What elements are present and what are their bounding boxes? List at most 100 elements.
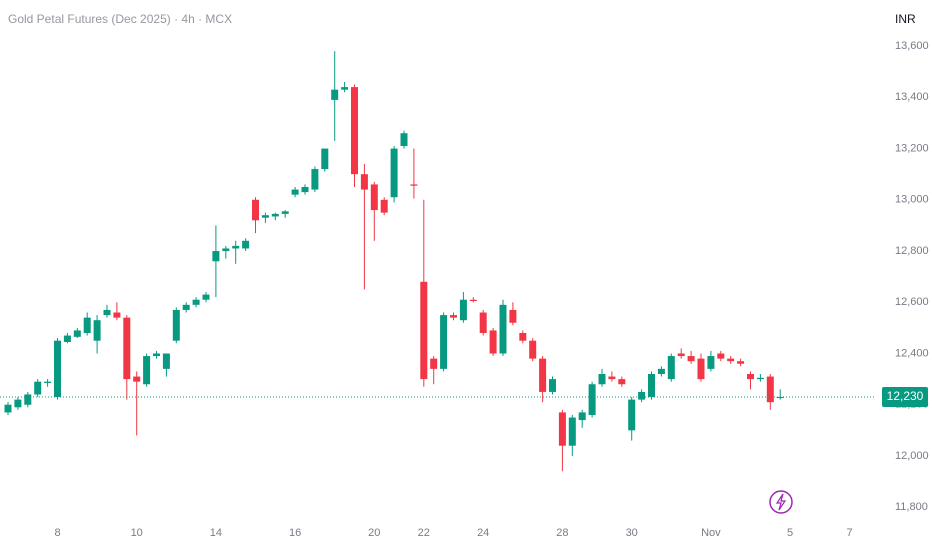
candle-body	[103, 309, 111, 316]
candle-body	[648, 373, 655, 398]
candle-body	[697, 358, 705, 380]
candle-body	[539, 358, 547, 392]
candle-body	[687, 356, 695, 362]
candle-body	[509, 309, 517, 323]
candle-body	[54, 340, 61, 398]
x-tick-label: 7	[846, 527, 852, 539]
y-tick-label: 12,600	[895, 296, 929, 308]
candle-body	[410, 184, 418, 186]
candle-body	[143, 356, 151, 385]
candle-body	[83, 317, 91, 334]
candle-body	[93, 320, 101, 341]
candle-body	[182, 304, 190, 310]
candle-body	[281, 211, 289, 214]
candle-body	[747, 373, 754, 380]
candle-body	[638, 391, 646, 400]
candle-body	[301, 186, 309, 193]
candle-body	[756, 377, 764, 380]
candle-body	[667, 356, 675, 380]
candle-body	[618, 379, 626, 385]
candle-body	[222, 248, 230, 252]
candle-body	[727, 358, 735, 362]
candle-body	[242, 240, 250, 249]
y-tick-label: 12,000	[895, 450, 929, 462]
candle-body	[24, 394, 32, 405]
lightning-icon[interactable]	[769, 490, 793, 514]
candle-body	[63, 335, 71, 342]
candle-body	[252, 199, 259, 221]
candle-body	[113, 312, 121, 318]
candle-body	[192, 299, 200, 305]
candle-body	[44, 381, 52, 383]
y-tick-label: 11,800	[895, 501, 928, 513]
candle-body	[479, 312, 487, 334]
x-tick-label: 28	[556, 527, 568, 539]
price-label: 12,230	[887, 389, 924, 403]
candle-body	[578, 412, 586, 421]
x-tick-label: 20	[368, 527, 380, 539]
candle-body	[291, 189, 299, 195]
candle-body	[261, 215, 269, 218]
y-tick-label: 12,400	[895, 347, 929, 359]
candle-body	[420, 281, 428, 380]
candle-body	[489, 330, 497, 354]
candle-body	[766, 376, 774, 403]
candle-body	[717, 353, 725, 359]
candle-body	[519, 333, 527, 341]
x-tick-label: 24	[477, 527, 489, 539]
candle-body	[331, 89, 339, 100]
candle-body	[657, 368, 665, 374]
candle-body	[34, 381, 42, 395]
x-tick-label: 5	[787, 527, 793, 539]
x-tick-label: 8	[54, 527, 60, 539]
candle-body	[707, 356, 715, 369]
candle-body	[558, 412, 566, 446]
candle-body	[321, 148, 329, 170]
candle-body	[440, 315, 448, 369]
candle-body	[430, 358, 438, 369]
candle-body	[628, 399, 636, 431]
candle-body	[459, 299, 467, 321]
candle-body	[360, 174, 368, 190]
candle-body	[341, 87, 349, 90]
candle-body	[737, 361, 745, 364]
candle-body	[529, 340, 537, 359]
candle-body	[271, 213, 279, 217]
candle-body	[4, 404, 12, 413]
candle-body	[450, 315, 457, 318]
x-tick-label: 22	[418, 527, 430, 539]
candle-body	[588, 384, 596, 415]
candle-body	[162, 353, 170, 369]
candle-body	[123, 317, 131, 380]
candle-body	[677, 353, 685, 357]
candle-body	[172, 309, 180, 341]
candle-body	[232, 245, 240, 249]
x-tick-label: Nov	[701, 527, 721, 539]
candle-body	[311, 169, 319, 190]
candle-body	[568, 417, 576, 446]
x-tick-label: 30	[626, 527, 638, 539]
candle-body	[598, 373, 606, 385]
y-tick-label: 13,400	[895, 91, 929, 103]
x-tick-label: 10	[131, 527, 143, 539]
y-tick-label: 13,600	[895, 40, 929, 52]
candle-body	[380, 199, 388, 213]
candle-body	[608, 376, 616, 380]
y-tick-label: 13,000	[895, 194, 929, 206]
x-tick-label: 14	[210, 527, 222, 539]
candle-body	[400, 133, 408, 147]
y-tick-label: 12,800	[895, 245, 929, 257]
chart-title: Gold Petal Futures (Dec 2025) · 4h · MCX	[8, 12, 232, 26]
price-label-box	[882, 387, 928, 408]
candle-body	[153, 353, 160, 357]
candle-body	[499, 304, 507, 354]
candle-body	[73, 330, 81, 337]
candle-body	[14, 399, 22, 408]
candle-body	[202, 294, 210, 300]
currency-label[interactable]: INR	[895, 12, 916, 26]
candle-body	[549, 379, 556, 392]
candle-body	[133, 376, 141, 382]
candle-body	[469, 299, 477, 301]
